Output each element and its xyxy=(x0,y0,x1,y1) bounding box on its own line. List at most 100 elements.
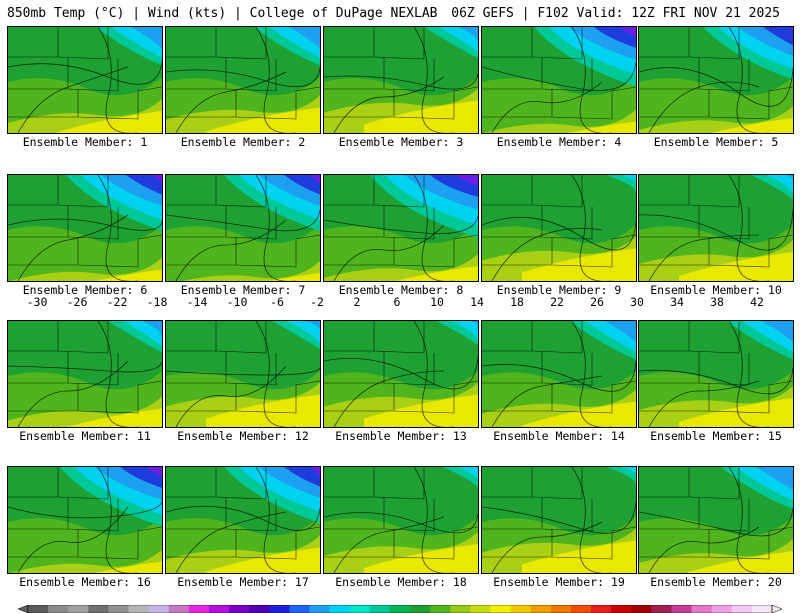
colorbar-swatch xyxy=(329,605,351,613)
ensemble-member-label: Ensemble Member: 2 xyxy=(180,135,306,149)
ensemble-member-label: Ensemble Member: 6 xyxy=(22,283,148,297)
ensemble-member-label: Ensemble Member: 3 xyxy=(338,135,464,149)
temperature-field xyxy=(166,27,320,133)
temperature-field xyxy=(166,175,320,281)
colorbar-tick: -18 xyxy=(146,295,168,309)
ensemble-member-label: Ensemble Member: 5 xyxy=(653,135,779,149)
colorbar-tick: 2 xyxy=(353,295,361,309)
colorbar-swatch xyxy=(450,605,471,613)
ensemble-member-map xyxy=(323,26,479,134)
ensemble-member-label: Ensemble Member: 1 xyxy=(22,135,148,149)
colorbar-tick: 26 xyxy=(590,295,604,309)
temperature-field xyxy=(482,175,636,281)
colorbar-tick: 30 xyxy=(630,295,644,309)
colorbar-swatch xyxy=(148,605,170,613)
ensemble-member-map xyxy=(638,174,794,282)
temperature-field xyxy=(639,467,793,573)
temperature-field xyxy=(166,467,320,573)
colorbar-tick: -30 xyxy=(26,295,48,309)
run-valid-time: 06Z GEFS | F102 Valid: 12Z FRI NOV 21 20… xyxy=(451,6,780,21)
ensemble-member-label: Ensemble Member: 20 xyxy=(650,575,782,589)
temperature-field xyxy=(324,27,478,133)
colorbar-swatch xyxy=(168,605,190,613)
colorbar-swatch xyxy=(309,605,331,613)
colorbar-swatch xyxy=(128,605,150,613)
temperature-field xyxy=(324,467,478,573)
temperature-field xyxy=(8,321,162,427)
ensemble-member-map xyxy=(481,174,637,282)
ensemble-member-label: Ensemble Member: 10 xyxy=(650,283,782,297)
ensemble-member-label: Ensemble Member: 14 xyxy=(493,429,625,443)
ensemble-member-label: Ensemble Member: 12 xyxy=(177,429,309,443)
temperature-field xyxy=(639,321,793,427)
colorbar-tick: 14 xyxy=(470,295,484,309)
colorbar-tick: 18 xyxy=(510,295,524,309)
ensemble-member-map xyxy=(7,320,163,428)
colorbar-tick: 38 xyxy=(710,295,724,309)
ensemble-member-label: Ensemble Member: 4 xyxy=(496,135,622,149)
colorbar-swatch xyxy=(510,605,532,613)
colorbar-tick: 34 xyxy=(670,295,684,309)
temperature-field xyxy=(324,321,478,427)
ensemble-member-map xyxy=(7,174,163,282)
product-title: 850mb Temp (°C) | Wind (kts) | College o… xyxy=(7,6,438,21)
colorbar-tick: 10 xyxy=(430,295,444,309)
colorbar-tick: -22 xyxy=(106,295,128,309)
colorbar-tick: -6 xyxy=(270,295,284,309)
colorbar-tick: -10 xyxy=(226,295,248,309)
colorbar-swatch xyxy=(389,605,411,613)
temperature-colorbar: -30 -26 -22 -18 -14 -10 -6 -2 2 6 10 14 18 22 26 30 34 38… xyxy=(0,295,800,613)
colorbar-swatch xyxy=(751,605,773,613)
ensemble-member-map xyxy=(165,466,321,574)
ensemble-member-label: Ensemble Member: 8 xyxy=(338,283,464,297)
colorbar-swatch xyxy=(269,605,290,613)
colorbar-swatch xyxy=(490,605,512,613)
colorbar-swatch xyxy=(611,605,632,613)
ensemble-member-label: Ensemble Member: 11 xyxy=(19,429,151,443)
ensemble-member-map xyxy=(323,320,479,428)
ensemble-member-label: Ensemble Member: 15 xyxy=(650,429,782,443)
colorbar-swatch xyxy=(570,605,592,613)
colorbar-swatch xyxy=(550,605,572,613)
ensemble-member-map xyxy=(323,174,479,282)
colorbar-swatch xyxy=(711,605,733,613)
temperature-field xyxy=(166,321,320,427)
colorbar-tick: 42 xyxy=(750,295,764,309)
colorbar-swatch xyxy=(430,605,451,613)
temperature-field xyxy=(482,321,636,427)
temperature-field xyxy=(8,27,162,133)
colorbar-swatch xyxy=(108,605,130,613)
temperature-field xyxy=(324,175,478,281)
ensemble-member-label: Ensemble Member: 17 xyxy=(177,575,309,589)
ensemble-member-label: Ensemble Member: 7 xyxy=(180,283,306,297)
colorbar-swatch xyxy=(28,605,49,613)
ensemble-member-label: Ensemble Member: 16 xyxy=(19,575,151,589)
colorbar-swatch xyxy=(48,605,69,613)
colorbar-swatch xyxy=(410,605,431,613)
temperature-field xyxy=(482,467,636,573)
ensemble-member-map xyxy=(165,174,321,282)
temperature-field xyxy=(639,27,793,133)
ensemble-member-map xyxy=(165,320,321,428)
colorbar-swatch xyxy=(68,605,89,613)
ensemble-member-map xyxy=(638,26,794,134)
ensemble-member-map xyxy=(481,320,637,428)
ensemble-member-map xyxy=(323,466,479,574)
colorbar-swatch xyxy=(349,605,371,613)
ensemble-member-label: Ensemble Member: 9 xyxy=(496,283,622,297)
colorbar-strip xyxy=(17,605,783,613)
colorbar-swatch xyxy=(229,605,250,613)
temperature-field xyxy=(639,175,793,281)
colorbar-swatch xyxy=(188,605,210,613)
ensemble-member-map xyxy=(165,26,321,134)
colorbar-tick: 6 xyxy=(393,295,401,309)
colorbar-tick: -26 xyxy=(66,295,88,309)
colorbar-tick: -2 xyxy=(310,295,324,309)
colorbar-swatch xyxy=(731,605,753,613)
colorbar-swatch xyxy=(651,605,672,613)
ensemble-member-map xyxy=(7,466,163,574)
colorbar-swatch xyxy=(631,605,652,613)
ensemble-member-map xyxy=(481,26,637,134)
colorbar-swatch xyxy=(289,605,311,613)
colorbar-swatch xyxy=(591,605,612,613)
